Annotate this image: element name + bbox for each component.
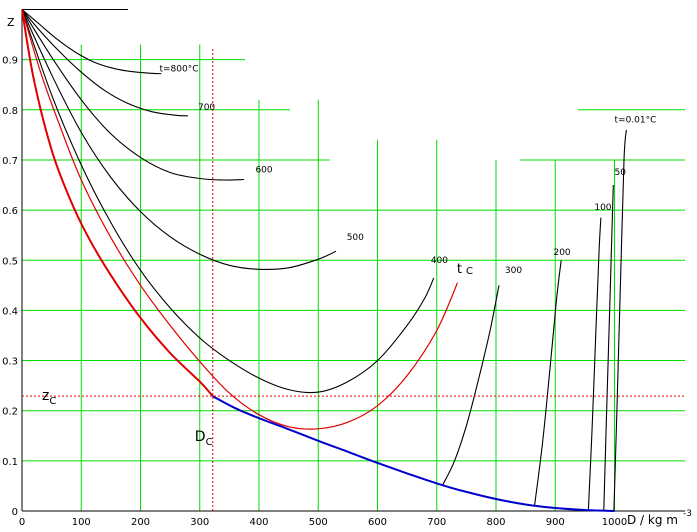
y-tick-label: 0.6 bbox=[2, 206, 18, 217]
critical-point-markers: DC zC bbox=[22, 47, 685, 511]
tick-labels: 0 100 200 300 400 500 600 700 800 900 1000 0 0.1 0.2 0… bbox=[2, 56, 627, 528]
x-tick-label: 200 bbox=[131, 517, 150, 528]
y-tick-label: 0.3 bbox=[2, 357, 18, 368]
isotherm-curve bbox=[21, 9, 245, 181]
x-tick-label: 400 bbox=[249, 517, 268, 528]
isotherm-label: 500 bbox=[347, 233, 364, 243]
x-tick-label: 700 bbox=[427, 517, 446, 528]
x-tick-label: 600 bbox=[368, 517, 387, 528]
y-tick-label: 0.9 bbox=[2, 56, 18, 67]
isotherm-label: 100 bbox=[594, 203, 611, 213]
saturation-curve-gas-side bbox=[21, 9, 214, 397]
x-tick-label: 1000 bbox=[602, 517, 627, 528]
x-axis-label-exponent: -3 bbox=[683, 509, 692, 519]
isotherm-label: 700 bbox=[198, 103, 215, 113]
critical-density-label: DC bbox=[195, 429, 213, 448]
x-tick-label: 800 bbox=[486, 517, 505, 528]
x-tick-label: 500 bbox=[309, 517, 328, 528]
isotherm-label: 200 bbox=[553, 248, 570, 258]
isotherm-label: 400 bbox=[431, 256, 448, 266]
curve-labels: t=800°C 700 600 500 400 300 200 100 50 t=0.01°C t C bbox=[159, 65, 656, 277]
x-tick-label: 0 bbox=[19, 517, 25, 528]
critical-isotherm-subscript: C bbox=[466, 266, 473, 277]
isotherm-label: 50 bbox=[615, 168, 627, 178]
y-axis-label: Z bbox=[7, 16, 15, 29]
x-axis-label: D / kg m bbox=[627, 513, 678, 527]
isotherm-curve bbox=[442, 285, 500, 486]
y-tick-label: 0 bbox=[12, 507, 18, 518]
y-tick-label: 0.1 bbox=[2, 457, 18, 468]
y-tick-label: 0.8 bbox=[2, 106, 18, 117]
isotherm-curve bbox=[587, 217, 602, 510]
isotherm-curve bbox=[21, 9, 435, 394]
isotherm-label: 300 bbox=[505, 266, 522, 276]
saturation-curve-liquid-side bbox=[212, 395, 615, 512]
x-tick-label: 900 bbox=[546, 517, 565, 528]
grid-lines bbox=[22, 44, 685, 511]
x-tick-label: 300 bbox=[190, 517, 209, 528]
x-tick-label: 100 bbox=[72, 517, 91, 528]
isotherm-curve bbox=[21, 9, 337, 271]
isotherm-label: t=0.01°C bbox=[615, 115, 657, 125]
y-tick-label: 0.7 bbox=[2, 156, 18, 167]
isotherm-curve bbox=[613, 129, 627, 511]
critical-z-subscript: C bbox=[49, 396, 56, 407]
axis-labels: Z D / kg m -3 bbox=[7, 16, 692, 527]
isotherm-curve bbox=[21, 9, 188, 117]
critical-isotherm-curve bbox=[21, 9, 459, 430]
y-tick-label: 0.4 bbox=[2, 306, 18, 317]
isotherm-curve bbox=[533, 260, 562, 507]
critical-density-subscript: C bbox=[206, 437, 213, 448]
isotherm-label: t=800°C bbox=[159, 65, 198, 75]
critical-z-label: zC bbox=[42, 388, 56, 407]
y-tick-label: 0.5 bbox=[2, 256, 18, 267]
isotherm-curves bbox=[21, 9, 627, 512]
y-tick-label: 0.2 bbox=[2, 407, 18, 418]
axes bbox=[21, 9, 685, 512]
isotherm-curve bbox=[21, 9, 162, 75]
isotherm-label: 600 bbox=[255, 165, 272, 175]
isotherm-curve bbox=[603, 184, 614, 511]
